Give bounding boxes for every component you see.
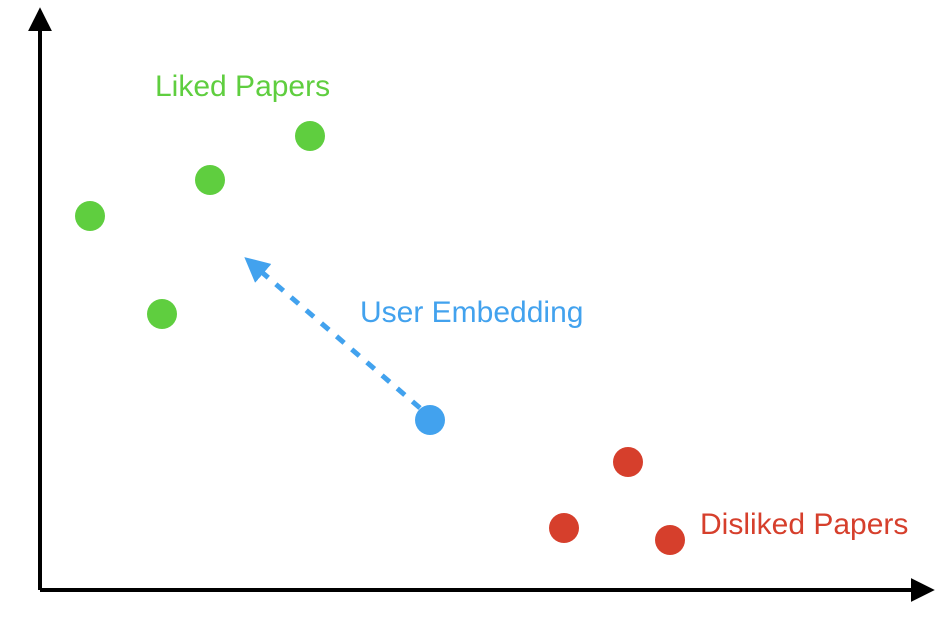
- user-embedding-label: User Embedding: [360, 296, 583, 330]
- liked-point: [295, 121, 325, 151]
- disliked-point: [613, 447, 643, 477]
- liked-point: [147, 299, 177, 329]
- user-point-group: [415, 405, 445, 435]
- user-point: [415, 405, 445, 435]
- liked-point: [195, 165, 225, 195]
- disliked-points-group: [549, 447, 685, 555]
- disliked-point: [655, 525, 685, 555]
- user-embedding-arrow: [250, 262, 420, 408]
- disliked-point: [549, 513, 579, 543]
- disliked-papers-label: Disliked Papers: [700, 508, 908, 542]
- liked-points-group: [75, 121, 325, 329]
- liked-point: [75, 201, 105, 231]
- embedding-scatter-diagram: Liked Papers User Embedding Disliked Pap…: [0, 0, 948, 638]
- liked-papers-label: Liked Papers: [155, 70, 330, 104]
